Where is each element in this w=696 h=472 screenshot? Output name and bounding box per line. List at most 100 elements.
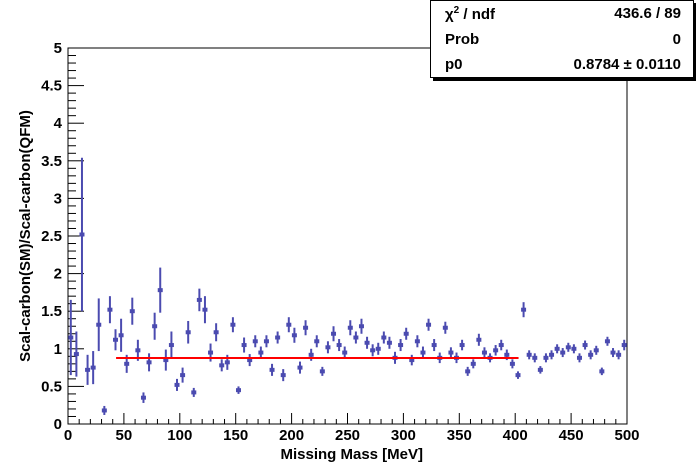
point-marker: [185, 330, 191, 335]
data-point: [314, 335, 320, 348]
y-tick-label: 3.5: [41, 153, 62, 170]
data-point: [493, 345, 499, 356]
data-point: [554, 344, 560, 354]
point-marker: [465, 369, 471, 374]
point-marker: [498, 343, 504, 348]
data-point: [263, 335, 269, 348]
point-marker: [174, 382, 180, 387]
point-marker: [537, 367, 543, 372]
point-marker: [420, 350, 426, 355]
point-marker: [275, 335, 281, 340]
point-marker: [442, 325, 448, 330]
x-tick-label: 150: [223, 427, 248, 444]
point-marker: [336, 343, 342, 348]
point-marker: [342, 350, 348, 355]
point-marker: [554, 346, 560, 351]
data-point: [163, 349, 169, 371]
data-point: [571, 344, 577, 354]
stat-value: 436.6 / 89: [614, 5, 681, 22]
data-point: [275, 331, 281, 344]
point-marker: [509, 361, 515, 366]
point-marker: [532, 355, 538, 360]
point-marker: [168, 343, 174, 348]
point-marker: [196, 297, 202, 302]
point-marker: [146, 360, 152, 365]
x-tick-label: 450: [559, 427, 584, 444]
x-tick-label: 100: [167, 427, 192, 444]
point-marker: [364, 340, 370, 345]
data-point: [465, 366, 471, 376]
data-point: [219, 359, 225, 372]
point-marker: [476, 337, 482, 342]
data-point: [113, 329, 119, 351]
point-marker: [191, 390, 197, 395]
data-point: [85, 354, 91, 385]
data-point: [498, 339, 504, 351]
y-tick-label: 2: [54, 266, 62, 283]
data-point: [196, 288, 202, 312]
data-point: [73, 331, 79, 377]
data-point: [582, 340, 588, 350]
data-point: [185, 320, 191, 344]
data-point: [599, 367, 605, 376]
x-tick-label: 200: [279, 427, 304, 444]
data-point: [241, 337, 247, 353]
point-marker: [381, 335, 387, 340]
point-marker: [431, 343, 437, 348]
point-marker: [303, 325, 309, 330]
data-point: [476, 333, 482, 346]
data-point: [247, 354, 253, 367]
stat-value: 0.8784 ± 0.0110: [573, 56, 682, 73]
data-point: [319, 366, 325, 376]
point-marker: [409, 358, 415, 363]
point-marker: [286, 322, 292, 327]
data-point: [381, 331, 387, 344]
point-marker: [90, 365, 96, 370]
data-point: [459, 339, 465, 351]
point-marker: [263, 339, 269, 344]
data-point: [604, 336, 610, 346]
y-tick-label: 1: [54, 341, 62, 358]
point-marker: [96, 322, 102, 327]
data-point: [364, 336, 370, 349]
data-point: [347, 320, 353, 336]
data-point: [375, 342, 381, 355]
stat-row-chi2: χ2 / ndf 436.6 / 89: [431, 3, 693, 25]
y-tick-label: 2.5: [41, 228, 62, 245]
data-point: [180, 367, 186, 383]
data-point: [370, 344, 376, 357]
x-tick-label: 350: [447, 427, 472, 444]
point-marker: [140, 395, 146, 400]
y-tick-label: 3: [54, 190, 62, 207]
x-tick-label: 300: [391, 427, 416, 444]
point-marker: [414, 339, 420, 344]
data-point: [174, 378, 180, 391]
data-point: [129, 297, 135, 325]
point-marker: [152, 324, 158, 329]
point-marker: [543, 355, 549, 360]
x-tick-label: 250: [335, 427, 360, 444]
data-point: [252, 335, 258, 348]
point-marker: [319, 369, 325, 374]
point-marker: [230, 322, 236, 327]
point-marker: [101, 408, 107, 413]
point-marker: [224, 360, 230, 365]
data-point: [543, 353, 549, 363]
data-point: [565, 342, 571, 352]
data-point: [79, 157, 85, 312]
point-marker: [599, 369, 605, 374]
point-marker: [403, 331, 409, 336]
point-marker: [504, 352, 510, 357]
point-marker: [426, 322, 432, 327]
stat-name: χ2 / ndf: [445, 5, 496, 23]
point-marker: [235, 388, 241, 393]
point-marker: [370, 348, 376, 353]
data-point: [213, 323, 219, 342]
point-marker: [247, 358, 253, 363]
point-marker: [347, 325, 353, 330]
data-point: [101, 405, 107, 415]
data-point: [398, 339, 404, 352]
point-marker: [470, 361, 476, 366]
data-point: [118, 318, 124, 352]
stat-value: 0: [672, 31, 681, 48]
